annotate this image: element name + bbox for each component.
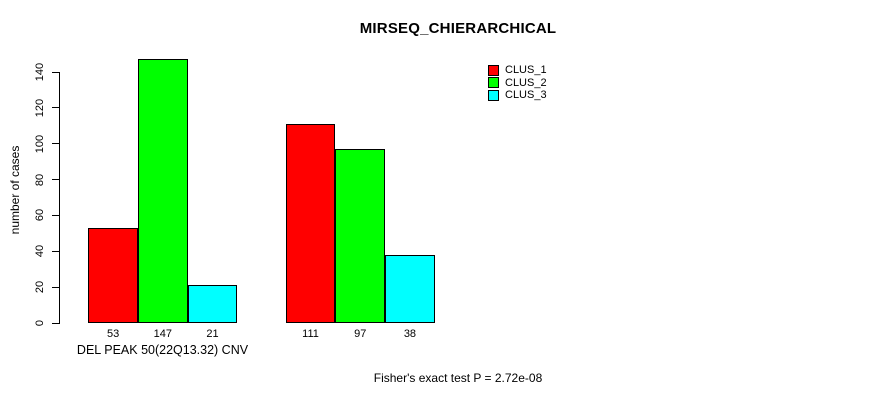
bar-clus_3-group1 <box>187 285 238 323</box>
legend-label: CLUS_3 <box>505 89 547 102</box>
y-tick <box>52 107 59 109</box>
y-tick-label: 0 <box>34 319 46 327</box>
bar-clus_1-group1 <box>88 227 138 323</box>
y-tick <box>52 214 59 216</box>
y-tick <box>52 286 59 288</box>
bar-clus_2-group1 <box>138 59 188 323</box>
legend-label: CLUS_1 <box>505 64 547 77</box>
bar-value-label: 111 <box>302 328 319 340</box>
legend-label: CLUS_2 <box>505 76 547 89</box>
y-tick <box>52 179 59 181</box>
chart-title: MIRSEQ_CHIERARCHICAL <box>359 20 557 37</box>
bar-clus_1-group2 <box>285 123 336 323</box>
bar-value-label: 147 <box>153 328 173 340</box>
fisher-test-annotation: Fisher's exact test P = 2.72e-08 <box>373 371 543 385</box>
y-tick-label: 80 <box>34 173 46 186</box>
y-tick <box>52 71 59 73</box>
y-tick-label: 20 <box>34 281 46 294</box>
legend-item: CLUS_1 <box>488 64 547 77</box>
bar-clus_3-group2 <box>385 254 435 323</box>
y-tick-label: 40 <box>34 245 46 258</box>
legend-item: CLUS_2 <box>488 77 547 90</box>
legend: CLUS_1 CLUS_2 CLUS_3 <box>488 64 547 102</box>
clus_3-swatch-icon <box>488 89 499 101</box>
y-tick <box>52 143 59 145</box>
bar-value-label: 53 <box>107 328 120 340</box>
y-tick <box>52 322 59 324</box>
y-axis-title: number of cases <box>8 145 22 235</box>
x-axis-group-label: DEL PEAK 50(22Q13.32) CNV <box>76 343 249 357</box>
clus_2-swatch-icon <box>488 77 499 89</box>
bar-clus_2-group2 <box>335 149 386 323</box>
y-tick-label: 60 <box>34 209 46 222</box>
y-axis-line <box>59 71 60 324</box>
bar-value-label: 21 <box>206 328 219 340</box>
y-tick-label: 120 <box>34 98 46 118</box>
y-tick-label: 100 <box>34 134 46 153</box>
legend-item: CLUS_3 <box>488 89 547 102</box>
bar-value-label: 38 <box>403 328 417 340</box>
clus_1-swatch-icon <box>488 64 499 76</box>
y-tick <box>52 250 59 252</box>
bar-value-label: 97 <box>354 328 367 340</box>
y-tick-label: 140 <box>34 62 46 82</box>
